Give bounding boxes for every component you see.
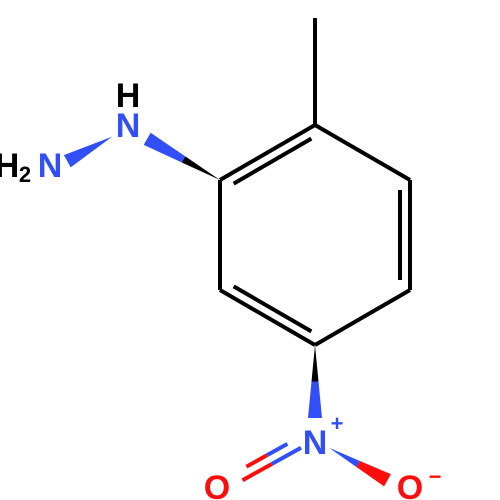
atom-label: O: [397, 469, 423, 500]
atom-label: O: [204, 469, 230, 500]
atom-label: N: [303, 424, 328, 462]
molecule-diagram: NHH2NN+OO−: [0, 0, 500, 500]
atom-label: H: [116, 77, 141, 115]
atom-label: N: [38, 147, 63, 185]
atom-label: −: [429, 464, 442, 489]
atom-label: +: [331, 411, 344, 436]
atom-label: 2: [19, 162, 31, 187]
atom-label: H: [0, 147, 19, 185]
